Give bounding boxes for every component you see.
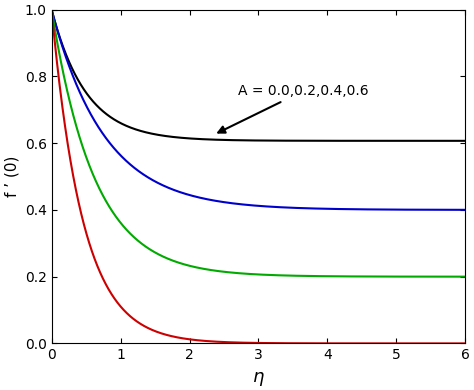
X-axis label: η: η — [253, 368, 264, 386]
Text: A = 0.0,0.2,0.4,0.6: A = 0.0,0.2,0.4,0.6 — [218, 84, 368, 133]
Y-axis label: f ’ (0): f ’ (0) — [4, 156, 19, 197]
